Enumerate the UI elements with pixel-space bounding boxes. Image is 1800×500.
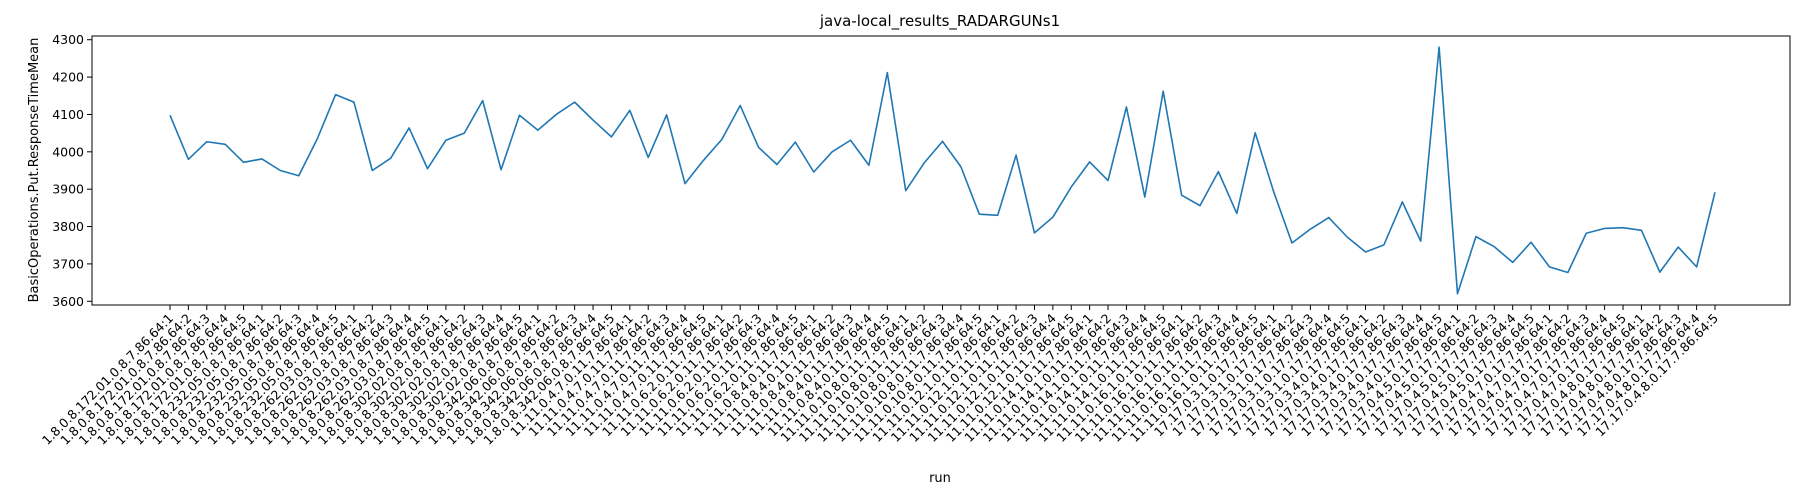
y-tick-label: 4000 (52, 144, 84, 159)
x-axis: 1.8.0.8.172.01.0.8.7.86.64:11.8.0.8.172.… (39, 305, 1721, 448)
series-line (169, 46, 1716, 295)
y-tick-label: 3800 (52, 219, 84, 234)
x-axis-label: run (929, 471, 951, 486)
y-axis-label: BasicOperations.Put.ResponseTimeMean (27, 38, 42, 303)
chart-title: java-local_results_RADARGUNs1 (819, 12, 1060, 31)
y-tick-label: 4100 (52, 107, 84, 122)
y-tick-label: 4200 (52, 70, 84, 85)
y-tick-label: 3900 (52, 182, 84, 197)
y-tick-label: 3600 (52, 294, 84, 309)
y-tick-label: 3700 (52, 256, 84, 271)
y-axis: 3600 3700 3800 3900 4000 4100 4200 4300 (52, 32, 92, 309)
plot-frame (91, 35, 1791, 306)
y-tick-label: 4300 (52, 32, 84, 47)
